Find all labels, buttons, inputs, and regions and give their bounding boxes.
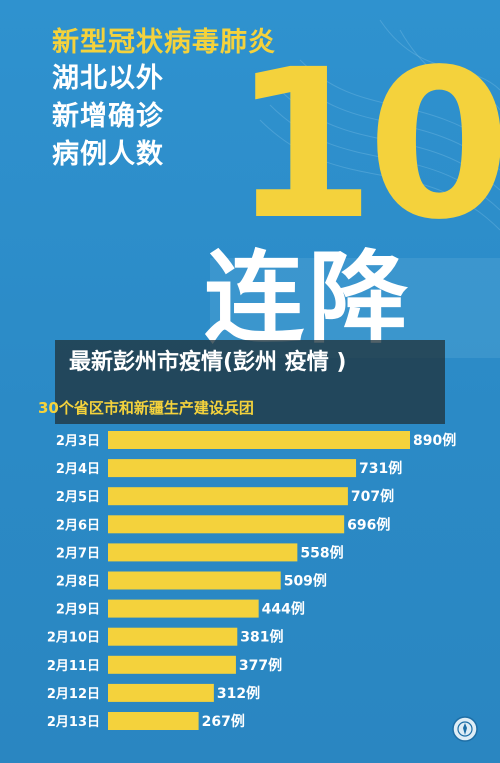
category-label: 2月10日 <box>47 631 100 646</box>
category-label: 2月13日 <box>47 715 100 730</box>
category-label: 2月5日 <box>56 490 100 505</box>
poster-subheading-line: 湖北以外 <box>52 63 164 94</box>
bar <box>108 683 214 702</box>
category-label: 2月4日 <box>56 462 100 477</box>
overlay-title: 最新彭州市疫情(彭州 疫情 ) <box>69 350 347 375</box>
value-label: 890例 <box>413 432 456 449</box>
bar <box>108 627 238 646</box>
bar <box>108 655 236 674</box>
category-label: 2月8日 <box>56 575 100 590</box>
value-label: 267例 <box>202 713 245 730</box>
overlay-banner: 最新彭州市疫情(彭州 疫情 ) <box>55 340 445 424</box>
bar <box>108 515 345 534</box>
value-label: 377例 <box>239 657 282 674</box>
chart-subtitle: 30个省区市和新疆生产建设兵团 <box>38 399 254 417</box>
emblem-icon <box>452 716 478 742</box>
value-label: 509例 <box>284 573 327 590</box>
value-label: 312例 <box>217 685 260 702</box>
poster-subheading-line: 病例人数 <box>52 139 164 170</box>
value-label: 444例 <box>262 601 305 618</box>
poster-subheading-line: 新增确诊 <box>52 101 164 132</box>
value-label: 731例 <box>359 460 402 477</box>
value-label: 381例 <box>240 629 283 646</box>
big-slogan: 连降 <box>204 240 412 357</box>
category-label: 2月6日 <box>56 518 100 533</box>
bar <box>108 571 281 590</box>
value-label: 707例 <box>351 488 394 505</box>
big-number: 10 <box>232 25 500 265</box>
value-label: 558例 <box>300 544 343 561</box>
bar <box>108 543 298 562</box>
bar <box>108 599 259 618</box>
bar <box>108 431 410 449</box>
category-label: 2月9日 <box>56 603 100 618</box>
value-label: 696例 <box>347 516 390 533</box>
bar <box>108 712 199 730</box>
category-label: 2月11日 <box>47 659 100 674</box>
bar-chart: 2月3日 890例 2月4日 731例 2月5日 707例 2月6日 696例 2月7日 558例… <box>47 431 456 730</box>
category-label: 2月12日 <box>47 687 100 702</box>
bar <box>108 487 348 506</box>
bar <box>108 459 357 478</box>
category-label: 2月7日 <box>56 546 100 561</box>
poster-heading: 新型冠状病毒肺炎 <box>52 27 276 58</box>
category-label: 2月3日 <box>56 434 100 449</box>
